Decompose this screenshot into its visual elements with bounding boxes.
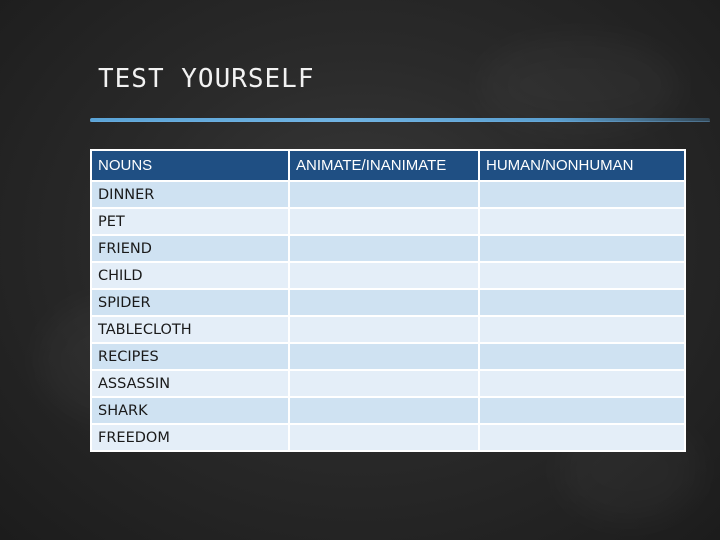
noun-cell: ASSASSIN (90, 369, 290, 398)
table-row: FREEDOM (90, 423, 686, 452)
noun-cell: PET (90, 207, 290, 236)
table-row: FRIEND (90, 234, 686, 263)
animate-answer-cell[interactable] (288, 423, 480, 452)
table-row: SHARK (90, 396, 686, 425)
animate-answer-cell[interactable] (288, 369, 480, 398)
header-nouns: NOUNS (90, 149, 290, 182)
table-row: TABLECLOTH (90, 315, 686, 344)
noun-cell: RECIPES (90, 342, 290, 371)
noun-cell: TABLECLOTH (90, 315, 290, 344)
human-answer-cell[interactable] (478, 369, 686, 398)
table-row: DINNER (90, 180, 686, 209)
noun-cell: FRIEND (90, 234, 290, 263)
slide-title: TEST YOURSELF (98, 64, 315, 94)
noun-cell: SPIDER (90, 288, 290, 317)
human-answer-cell[interactable] (478, 234, 686, 263)
title-underline (90, 118, 710, 122)
table-row: ASSASSIN (90, 369, 686, 398)
table-row: SPIDER (90, 288, 686, 317)
table-body: DINNER PET FRIEND CHILD SPIDER TABLECLOTH RECI… (90, 180, 686, 452)
animate-answer-cell[interactable] (288, 234, 480, 263)
noun-cell: FREEDOM (90, 423, 290, 452)
human-answer-cell[interactable] (478, 423, 686, 452)
animate-answer-cell[interactable] (288, 396, 480, 425)
human-answer-cell[interactable] (478, 180, 686, 209)
header-animate-inanimate: ANIMATE/INANIMATE (288, 149, 480, 182)
animate-answer-cell[interactable] (288, 288, 480, 317)
human-answer-cell[interactable] (478, 207, 686, 236)
noun-cell: CHILD (90, 261, 290, 290)
human-answer-cell[interactable] (478, 261, 686, 290)
noun-cell: DINNER (90, 180, 290, 209)
human-answer-cell[interactable] (478, 396, 686, 425)
human-answer-cell[interactable] (478, 315, 686, 344)
table-row: RECIPES (90, 342, 686, 371)
animate-answer-cell[interactable] (288, 342, 480, 371)
table-row: PET (90, 207, 686, 236)
animate-answer-cell[interactable] (288, 261, 480, 290)
animate-answer-cell[interactable] (288, 207, 480, 236)
animate-answer-cell[interactable] (288, 180, 480, 209)
animate-answer-cell[interactable] (288, 315, 480, 344)
noun-cell: SHARK (90, 396, 290, 425)
table-header-row: NOUNS ANIMATE/INANIMATE HUMAN/NONHUMAN (90, 149, 686, 182)
noun-classification-table: NOUNS ANIMATE/INANIMATE HUMAN/NONHUMAN D… (90, 149, 686, 452)
chalk-smudge (480, 40, 680, 130)
header-human-nonhuman: HUMAN/NONHUMAN (478, 149, 686, 182)
human-answer-cell[interactable] (478, 342, 686, 371)
human-answer-cell[interactable] (478, 288, 686, 317)
table-row: CHILD (90, 261, 686, 290)
